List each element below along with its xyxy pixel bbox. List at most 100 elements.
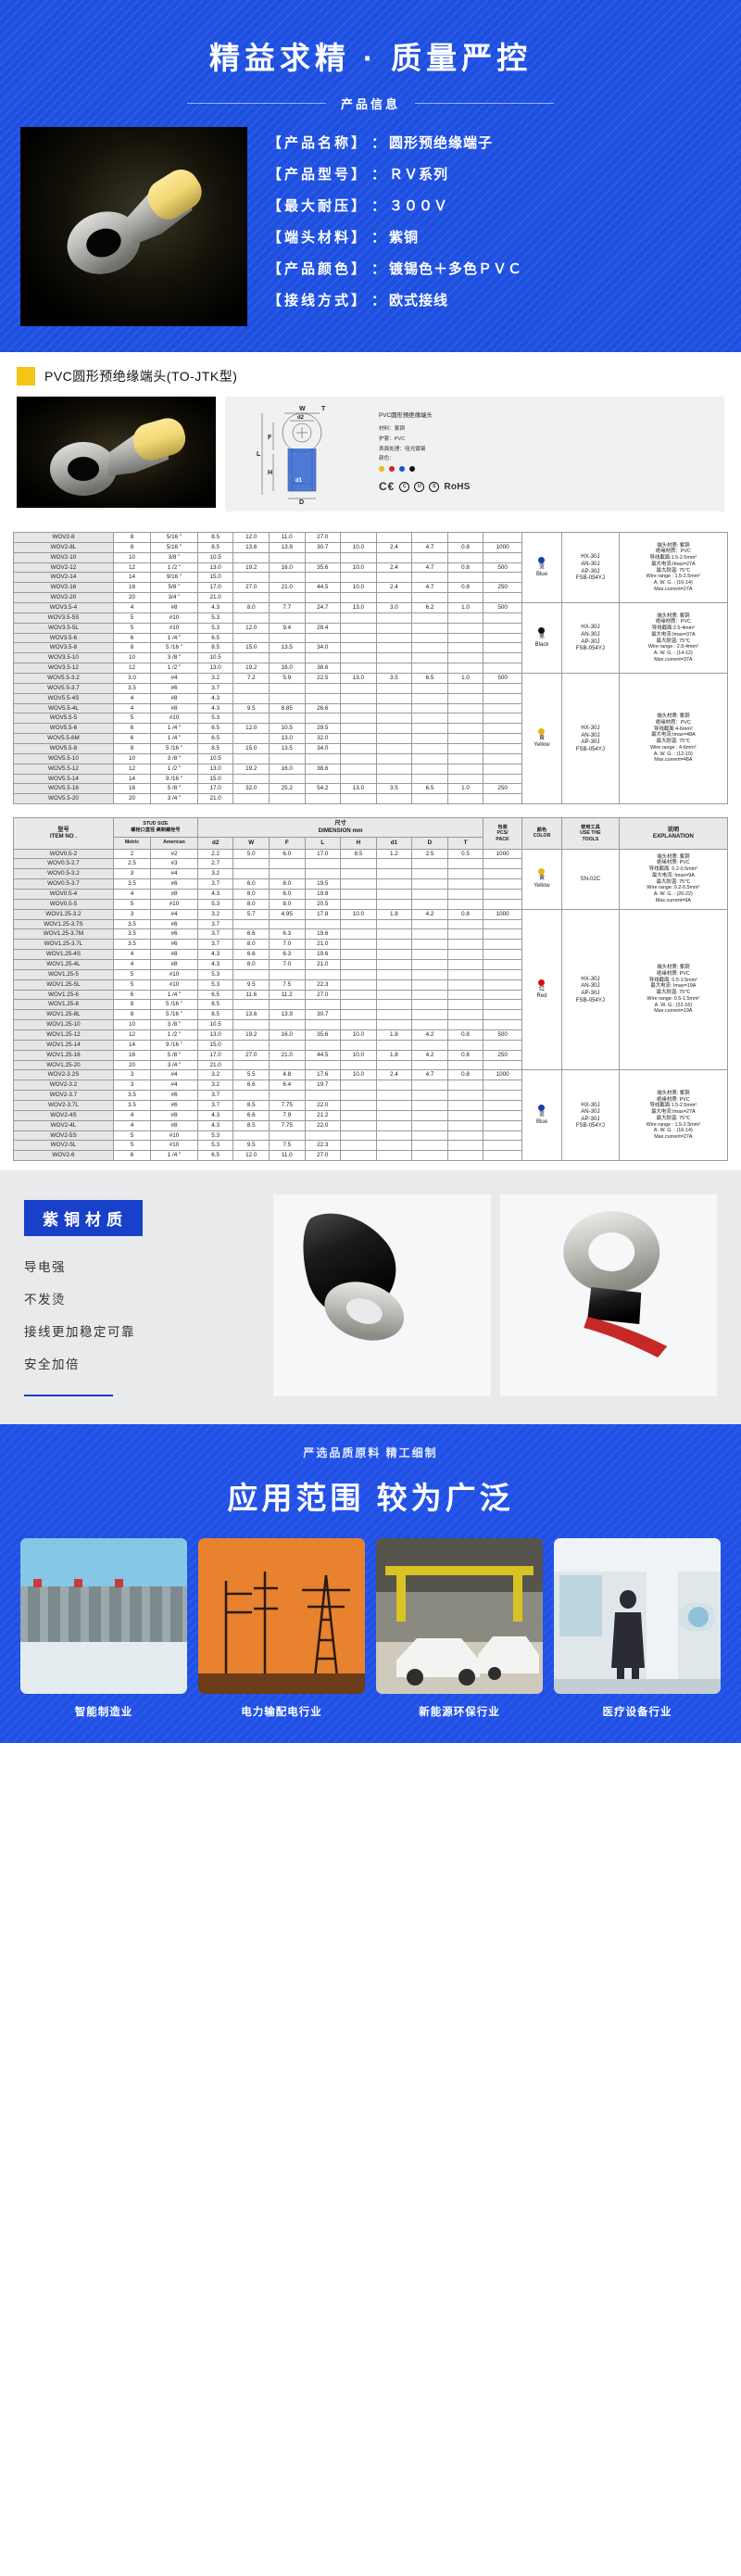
cell-f: 8.0	[268, 898, 306, 910]
color-dot-list	[379, 465, 717, 472]
diagram-material: 材料：紫铜	[379, 426, 405, 433]
cell-d	[411, 1059, 448, 1071]
cell-h	[340, 999, 377, 1011]
application-card-power-distribution[interactable]: 电力输配电行业	[198, 1538, 365, 1719]
cell-l	[304, 868, 342, 880]
cell-w: 19.2	[232, 1029, 270, 1041]
cell-f: 7.75	[268, 1100, 306, 1111]
cell-w: 9.5	[232, 1140, 270, 1152]
cell-american: 3/8 "	[150, 551, 198, 563]
cell-d1	[375, 752, 413, 764]
cell-d1	[375, 858, 413, 870]
table-row: WOV2-10 10 3/8 " 10.5	[13, 551, 728, 563]
cell-w: 12.0	[232, 622, 270, 634]
application-card-smart-manufacturing[interactable]: 智能制造业	[20, 1538, 187, 1719]
cell-l: 17.0	[304, 848, 342, 860]
cell-model: WOV3.5-5S	[13, 612, 114, 624]
explanation-line: 最大电流:Imax=27A	[651, 1109, 696, 1116]
cell-pack	[483, 632, 522, 644]
cell-t	[446, 868, 484, 880]
tool-name: AN-30J	[581, 1108, 600, 1116]
cell-h	[340, 949, 377, 961]
application-card-medical[interactable]: 医疗设备行业	[554, 1538, 721, 1719]
cell-h	[340, 928, 377, 941]
cell-d1	[375, 1019, 413, 1031]
cell-w	[232, 1090, 270, 1102]
table-row: WOV1.25-20 20 3 /4 " 21.0	[13, 1059, 728, 1071]
cell-d2: 4.3	[196, 692, 234, 704]
color-dot-icon	[538, 557, 546, 563]
cell-tools: SN-02C	[561, 848, 620, 910]
cell-h	[340, 1100, 377, 1111]
medical-room-illustration	[554, 1538, 721, 1695]
cell-w: 8.0	[232, 898, 270, 910]
explanation-line: 端头材质: 紫铜	[657, 713, 690, 720]
explanation-line: 导线截面:1.5-2.5mm²	[649, 1103, 697, 1109]
cell-d	[411, 989, 448, 1001]
cell-metric: 6	[112, 632, 152, 644]
cell-w	[232, 733, 270, 745]
cell-color: 黑 Black	[521, 602, 563, 675]
cell-w	[232, 572, 270, 584]
cell-h	[340, 743, 377, 754]
cell-metric: 20	[112, 592, 152, 604]
cell-color: 黄 Yellow	[521, 848, 563, 910]
color-dot-icon	[538, 1105, 546, 1112]
page-title: 精益求精 · 质量严控	[208, 41, 533, 75]
cell-model: WOV1.25-12	[13, 1029, 114, 1041]
explanation-line: 端头材质: 紫铜	[657, 853, 690, 860]
cell-american: 5 /16 "	[150, 1009, 198, 1021]
cell-l	[304, 713, 342, 725]
cell-d	[411, 1039, 448, 1051]
cell-pack	[483, 959, 522, 970]
explanation-line: 最大耐温: 75℃	[656, 567, 691, 574]
tool-name: SN-02C	[580, 875, 601, 882]
cell-american: 3 /8 "	[150, 1019, 198, 1031]
cell-w	[232, 773, 270, 785]
cell-d	[411, 1019, 448, 1031]
cell-american: 3 /4 "	[150, 1059, 198, 1071]
cell-h	[340, 1119, 377, 1131]
tool-name: FSB-054YJ	[575, 996, 605, 1004]
cell-d	[411, 622, 448, 634]
cell-d	[411, 898, 448, 910]
spec-colon: ：	[371, 167, 386, 183]
cell-tools: HX-30J AN-30J AP-30J FSB-054YJ	[561, 673, 620, 805]
cell-w: 8.0	[232, 959, 270, 970]
explanation-line: 最大耐温: 75℃	[656, 739, 691, 745]
dim-label-H: H	[268, 470, 272, 476]
spec-value: ３００Ｖ	[389, 198, 449, 214]
cell-metric: 5	[112, 612, 152, 624]
cell-model: WOV1.25-20	[13, 1059, 114, 1071]
cell-l	[304, 652, 342, 664]
cell-d1	[375, 551, 413, 563]
spec-colon: ：	[371, 135, 386, 151]
cell-metric: 5	[112, 898, 152, 910]
cell-d1	[375, 532, 413, 543]
cell-pack	[483, 878, 522, 890]
cell-h: 10.0	[340, 1069, 377, 1081]
cell-american: #4	[150, 673, 198, 684]
cell-d2: 8.5	[196, 532, 234, 543]
cell-d2: 21.0	[196, 1059, 234, 1071]
application-card-new-energy[interactable]: 新能源环保行业	[376, 1538, 543, 1719]
cell-pack	[483, 898, 522, 910]
cell-l: 19.7	[304, 1080, 342, 1092]
cell-d2: 2.7	[196, 858, 234, 870]
explanation-line: Wire range: 0.5-1.5mm²	[647, 995, 700, 1002]
cell-american: #2	[150, 848, 198, 860]
cell-f: 21.0	[268, 582, 306, 594]
cell-f: 7.5	[268, 979, 306, 991]
dimension-drawing-icon: W d2 F L H d1 D T	[257, 406, 326, 506]
cell-metric: 12	[112, 663, 152, 675]
cell-f: 21.0	[268, 1049, 306, 1061]
pvc-product-photo	[17, 397, 216, 508]
cell-pack	[483, 612, 522, 624]
cell-l	[304, 592, 342, 604]
cell-h	[340, 1039, 377, 1051]
cell-d1	[375, 868, 413, 880]
cell-f: 8.0	[268, 889, 306, 900]
cell-h	[340, 551, 377, 563]
cell-l: 44.5	[304, 1049, 342, 1061]
spec-row-terminal-material: 【端头材料】 ： 紫铜	[268, 227, 721, 246]
